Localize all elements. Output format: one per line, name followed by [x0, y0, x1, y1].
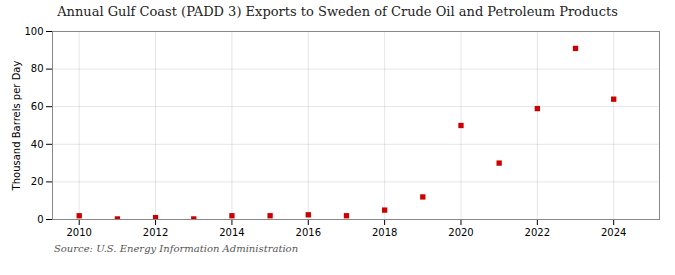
svg-text:40: 40	[31, 139, 44, 150]
html-text:Annual Gulf Coast (PADD 3) Exp: Annual Gulf Coast (PADD 3) Exports to Sw…	[57, 4, 618, 19]
svg-text:60: 60	[31, 101, 44, 112]
svg-text:2012: 2012	[143, 227, 168, 238]
svg-text:2022: 2022	[525, 227, 550, 238]
svg-text:2018: 2018	[372, 227, 397, 238]
svg-text:2010: 2010	[66, 227, 91, 238]
svg-text:80: 80	[31, 63, 44, 74]
svg-text:Thousand Barrels per Day: Thousand Barrels per Day	[11, 61, 22, 192]
svg-text:2016: 2016	[296, 227, 321, 238]
svg-text:2024: 2024	[601, 227, 626, 238]
svg-text:2014: 2014	[219, 227, 244, 238]
svg-text:20: 20	[31, 176, 44, 187]
svg-text:0: 0	[37, 214, 43, 225]
svg-text:100: 100	[24, 26, 43, 37]
html-text:Source: U.S. Energy Informatio: Source: U.S. Energy Information Administ…	[54, 243, 299, 254]
svg-text:2020: 2020	[448, 227, 473, 238]
